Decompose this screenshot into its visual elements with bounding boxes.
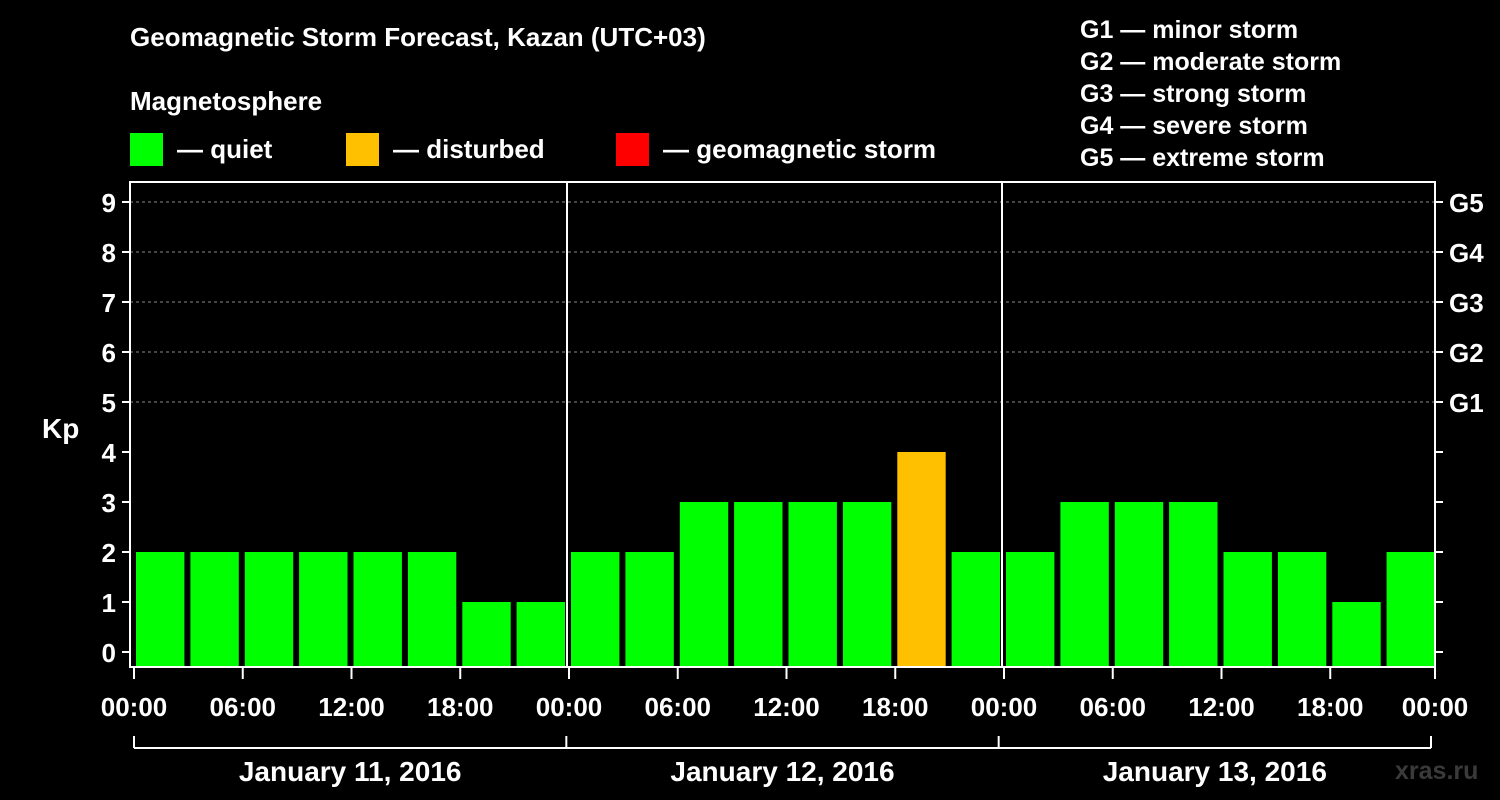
x-tick-label-11: 18:00	[1297, 692, 1364, 722]
bar-7	[517, 602, 565, 667]
bar-6	[462, 602, 510, 667]
bar-22	[1332, 602, 1380, 667]
bar-15	[952, 552, 1000, 667]
bar-18	[1115, 502, 1163, 667]
x-tick-label-4: 00:00	[536, 692, 603, 722]
y-tick-label-1: 1	[102, 588, 116, 618]
y-tick-label-5: 5	[102, 388, 116, 418]
y-tick-label-4: 4	[102, 438, 117, 468]
x-tick-label-3: 18:00	[427, 692, 494, 722]
bar-11	[734, 502, 782, 667]
g-level-label-g1: G1	[1449, 388, 1484, 418]
g-level-label-g5: G5	[1449, 188, 1484, 218]
y-tick-label-7: 7	[102, 288, 116, 318]
x-tick-label-2: 12:00	[318, 692, 385, 722]
day-label-0: January 11, 2016	[239, 756, 462, 787]
day-label-2: January 13, 2016	[1103, 756, 1327, 787]
bar-1	[190, 552, 238, 667]
y-tick-label-0: 0	[102, 638, 116, 668]
x-tick-label-8: 00:00	[971, 692, 1038, 722]
bar-17	[1060, 502, 1108, 667]
x-tick-label-12: 00:00	[1402, 692, 1469, 722]
x-tick-label-9: 06:00	[1080, 692, 1147, 722]
x-tick-label-0: 00:00	[101, 692, 168, 722]
bar-8	[571, 552, 619, 667]
y-tick-label-3: 3	[102, 488, 116, 518]
g-level-label-g2: G2	[1449, 338, 1484, 368]
x-tick-label-10: 12:00	[1188, 692, 1255, 722]
bar-4	[354, 552, 402, 667]
y-tick-label-8: 8	[102, 238, 116, 268]
bar-2	[245, 552, 293, 667]
bar-0	[136, 552, 184, 667]
bar-10	[680, 502, 728, 667]
x-tick-label-6: 12:00	[753, 692, 820, 722]
x-tick-label-1: 06:00	[210, 692, 277, 722]
y-tick-label-9: 9	[102, 188, 116, 218]
bar-19	[1169, 502, 1217, 667]
y-tick-label-6: 6	[102, 338, 116, 368]
bar-14	[897, 452, 945, 667]
day-label-1: January 12, 2016	[670, 756, 894, 787]
kp-bar-chart: 0 1 2 3 4 5 6 7 8 9 G1 G2 G3 G4 G5 00:00 06:00 12:00 18:00…	[0, 0, 1500, 800]
x-tick-label-5: 06:00	[645, 692, 712, 722]
bar-23	[1387, 552, 1435, 667]
bar-21	[1278, 552, 1326, 667]
bar-5	[408, 552, 456, 667]
g-level-label-g3: G3	[1449, 288, 1484, 318]
bar-3	[299, 552, 347, 667]
bar-9	[625, 552, 673, 667]
y-tick-label-2: 2	[102, 538, 116, 568]
bar-12	[789, 502, 837, 667]
bar-13	[843, 502, 891, 667]
x-tick-label-7: 18:00	[862, 692, 929, 722]
bar-16	[1006, 552, 1054, 667]
g-level-label-g4: G4	[1449, 238, 1484, 268]
bar-20	[1224, 552, 1272, 667]
